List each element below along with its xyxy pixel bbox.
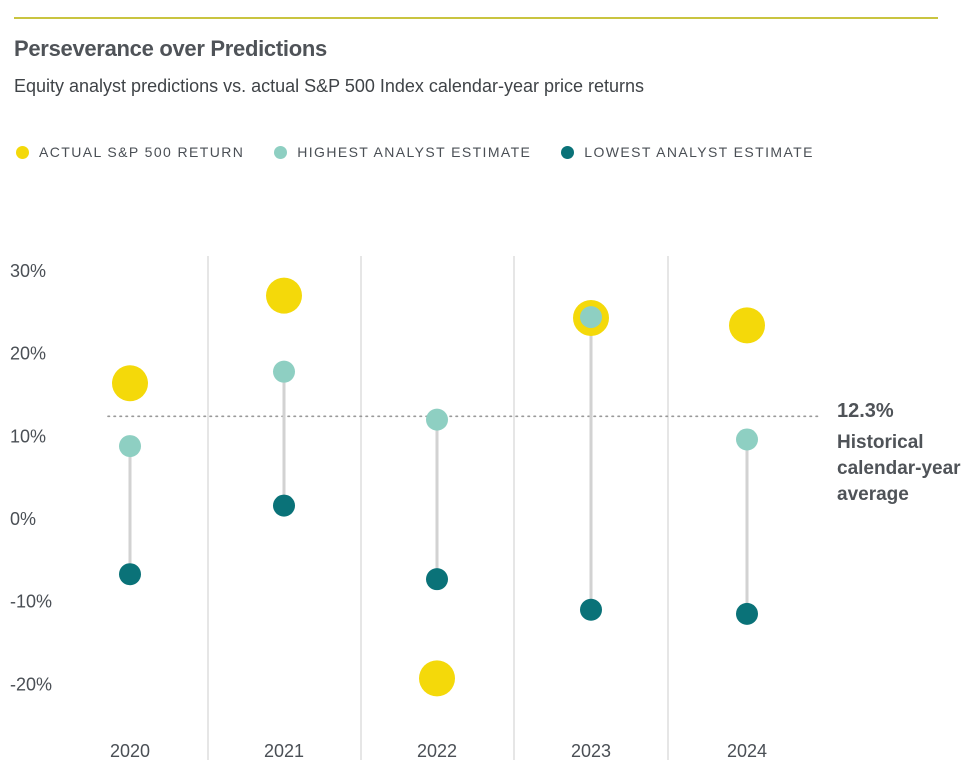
legend-marker-actual <box>16 145 29 159</box>
point-lowest-2024 <box>736 602 758 625</box>
data-points <box>112 277 765 697</box>
average-label-line-2: calendar-year <box>837 458 961 479</box>
gridlines <box>207 256 669 760</box>
y-tick-label-3: 0% <box>10 509 36 529</box>
estimate-connectors <box>128 317 749 614</box>
x-tick-label-2021: 2021 <box>264 741 304 761</box>
x-tick-label-2020: 2020 <box>110 741 150 761</box>
y-tick-label-5: -20% <box>10 674 52 694</box>
average-label-line-1: Historical <box>837 432 924 453</box>
point-lowest-2022 <box>426 568 448 591</box>
x-tick-label-2023: 2023 <box>571 741 611 761</box>
x-tick-label-2022: 2022 <box>417 741 457 761</box>
legend-label-lowest: LOWEST ANALYST ESTIMATE <box>584 144 814 160</box>
point-highest-2023 <box>580 306 602 329</box>
legend: ACTUAL S&P 500 RETURN HIGHEST ANALYST ES… <box>16 144 844 160</box>
point-highest-2020 <box>119 435 141 458</box>
point-actual-2022 <box>419 660 455 697</box>
y-tick-label-0: 30% <box>10 261 46 281</box>
legend-marker-highest <box>274 145 288 159</box>
legend-label-actual: ACTUAL S&P 500 RETURN <box>39 144 245 160</box>
average-label-line-3: average <box>837 484 909 505</box>
legend-marker-lowest <box>561 145 575 159</box>
top-rule <box>14 17 938 19</box>
point-highest-2021 <box>273 360 295 383</box>
y-tick-label-2: 10% <box>10 426 46 446</box>
point-actual-2024 <box>729 307 765 344</box>
chart-title: Perseverance over Predictions <box>14 36 327 61</box>
legend-item-actual: ACTUAL S&P 500 RETURN <box>16 144 244 160</box>
x-tick-label-2024: 2024 <box>727 741 767 761</box>
point-highest-2024 <box>736 428 758 451</box>
y-tick-label-4: -10% <box>10 592 52 612</box>
average-value-label: 12.3% <box>837 400 894 422</box>
point-actual-2021 <box>266 277 302 314</box>
y-axis-ticks: 30% 20% 10% 0% -10% -20% <box>10 261 52 694</box>
legend-item-highest: HIGHEST ANALYST ESTIMATE <box>274 144 531 160</box>
y-tick-label-1: 20% <box>10 344 46 364</box>
point-lowest-2020 <box>119 563 141 586</box>
point-lowest-2023 <box>580 598 602 621</box>
x-axis-ticks: 2020 2021 2022 2023 2024 <box>110 741 767 761</box>
point-actual-2020 <box>112 365 148 402</box>
legend-label-highest: HIGHEST ANALYST ESTIMATE <box>297 144 532 160</box>
point-highest-2022 <box>426 408 448 431</box>
legend-item-lowest: LOWEST ANALYST ESTIMATE <box>561 144 814 160</box>
point-lowest-2021 <box>273 494 295 517</box>
chart-subtitle: Equity analyst predictions vs. actual S&… <box>14 76 644 96</box>
